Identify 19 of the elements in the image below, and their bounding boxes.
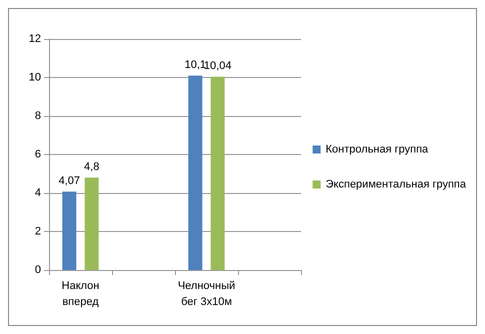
legend-label: Экспериментальная группа — [326, 178, 467, 190]
legend-label: Контрольная группа — [326, 144, 430, 156]
y-tick-label: 4 — [34, 187, 41, 199]
y-tick-label: 2 — [34, 226, 41, 238]
bar — [84, 178, 99, 270]
data-label: 4,07 — [58, 175, 80, 188]
x-tick-label: Челночный бег 3х10м — [178, 280, 236, 308]
bar — [62, 192, 76, 270]
y-tick-label: 8 — [34, 110, 41, 122]
data-label: 4,8 — [84, 161, 100, 174]
y-tick-label: 6 — [34, 148, 41, 160]
x-tick-label: Наклон вперед — [62, 280, 100, 308]
y-tick-label: 12 — [28, 33, 41, 45]
bar — [210, 76, 225, 270]
data-label: 10,1 — [184, 59, 206, 72]
y-tick-label: 10 — [28, 72, 41, 84]
bar — [188, 76, 202, 270]
data-label: 10,04 — [204, 60, 232, 72]
y-tick-label: 0 — [34, 264, 41, 276]
